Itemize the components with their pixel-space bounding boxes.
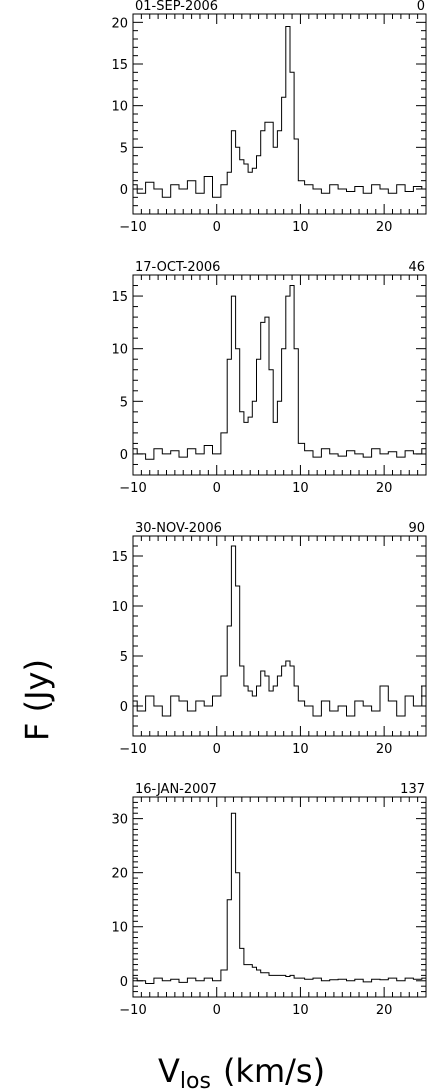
x-tick-label: 10 xyxy=(292,1003,309,1018)
panel-4: −10 0 10 20 0 10 20 30 16-JAN-2007 137 xyxy=(111,782,427,1018)
y-tick-label: 0 xyxy=(120,183,128,198)
panel-2: −10 0 10 20 0 5 10 15 17-OCT-2006 46 xyxy=(111,260,427,496)
x-tick-label: 0 xyxy=(213,1003,221,1018)
x-tick-label: −10 xyxy=(119,481,146,496)
y-tick-label: 15 xyxy=(111,58,128,73)
y-tick-label: 15 xyxy=(111,550,128,565)
panel-frame xyxy=(132,796,427,998)
x-tick-label: −10 xyxy=(119,742,146,757)
y-tick-label: 0 xyxy=(120,975,128,990)
y-tick-label: 20 xyxy=(111,867,128,882)
y-tick-label: 5 xyxy=(120,141,128,156)
y-tick-label: 10 xyxy=(111,343,128,358)
spectrum-line xyxy=(133,26,426,198)
x-axis-label-sub: los xyxy=(180,1069,211,1091)
panel-day-label: 90 xyxy=(408,521,425,536)
y-tick-label: 0 xyxy=(120,448,128,463)
x-tick-label: 0 xyxy=(213,220,221,235)
panel-date-label: 01-SEP-2006 xyxy=(135,0,218,14)
y-tick-label: 15 xyxy=(111,290,128,305)
x-tick-label: 20 xyxy=(376,742,393,757)
spectrum-line xyxy=(133,812,426,984)
panel-date-label: 17-OCT-2006 xyxy=(135,260,220,275)
x-tick-label: 20 xyxy=(376,220,393,235)
x-tick-label: −10 xyxy=(119,1003,146,1018)
panel-3: −10 0 10 20 0 5 10 15 30-NOV-2006 90 xyxy=(111,521,427,757)
x-tick-label: 20 xyxy=(376,481,393,496)
y-tick-label: 10 xyxy=(111,100,128,115)
panels-group: −10 0 10 20 0 5 10 15 20 01-SEP-2006 0 −10 0 10 20 0 5 10… xyxy=(111,0,427,1018)
panel-date-label: 16-JAN-2007 xyxy=(135,782,217,797)
panel-frame xyxy=(132,274,427,476)
x-tick-label: 10 xyxy=(292,742,309,757)
y-tick-label: 10 xyxy=(111,600,128,615)
x-tick-label: −10 xyxy=(119,220,146,235)
y-tick-label: 30 xyxy=(111,813,128,828)
y-tick-label: 5 xyxy=(120,650,128,665)
x-axis-label-unit: (km/s) xyxy=(223,1052,325,1090)
panel-day-label: 46 xyxy=(408,260,425,275)
panel-date-label: 30-NOV-2006 xyxy=(135,521,222,536)
x-axis-label: Vlos (km/s) xyxy=(158,1052,325,1091)
spectrum-line xyxy=(133,285,426,460)
x-tick-label: 10 xyxy=(292,481,309,496)
x-tick-label: 20 xyxy=(376,1003,393,1018)
spectrum-line xyxy=(133,545,426,717)
panel-1: −10 0 10 20 0 5 10 15 20 01-SEP-2006 0 xyxy=(111,0,427,235)
x-tick-label: 0 xyxy=(213,742,221,757)
y-tick-label: 10 xyxy=(111,921,128,936)
panel-day-label: 137 xyxy=(400,782,425,797)
x-tick-label: 0 xyxy=(213,481,221,496)
panel-day-label: 0 xyxy=(417,0,425,14)
y-tick-label: 20 xyxy=(111,16,128,31)
panel-frame xyxy=(132,535,427,737)
y-tick-label: 5 xyxy=(120,395,128,410)
panel-frame xyxy=(132,13,427,215)
x-tick-label: 10 xyxy=(292,220,309,235)
y-tick-label: 0 xyxy=(120,700,128,715)
y-axis-label: F (Jy) xyxy=(18,659,56,741)
x-axis-label-main: V xyxy=(158,1052,180,1090)
